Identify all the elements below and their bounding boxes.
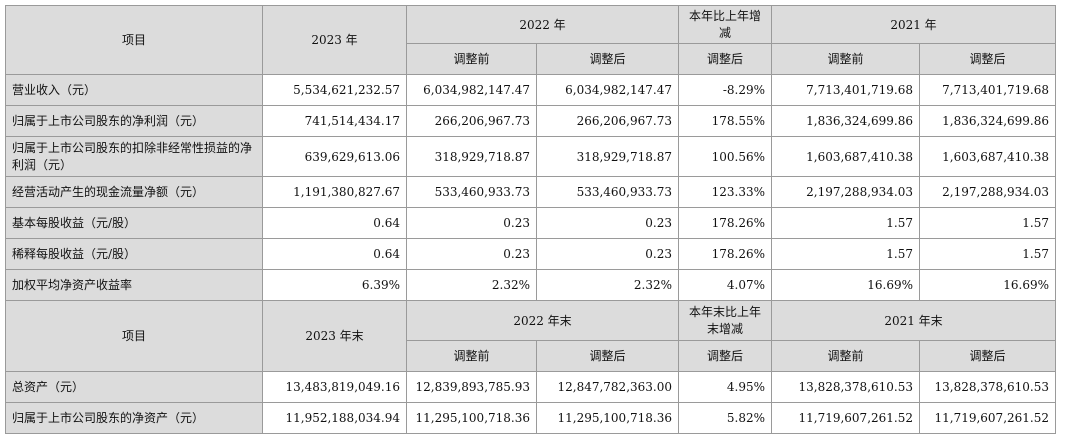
row-label: 稀释每股收益（元/股） <box>5 238 263 270</box>
cell-change: 100.56% <box>678 136 772 177</box>
table-row: 基本每股收益（元/股） 0.64 0.23 0.23 178.26% 1.57 … <box>5 207 1056 239</box>
header-2023-end: 2023 年末 <box>262 300 407 372</box>
cell-2022-before: 533,460,933.73 <box>406 176 537 208</box>
table-row: 稀释每股收益（元/股） 0.64 0.23 0.23 178.26% 1.57 … <box>5 238 1056 270</box>
cell-2021-after: 11,719,607,261.52 <box>919 402 1056 434</box>
cell-2023: 5,534,621,232.57 <box>262 74 407 106</box>
header-2022-end: 2022 年末 <box>406 300 679 341</box>
row-label: 基本每股收益（元/股） <box>5 207 263 239</box>
cell-change: 178.55% <box>678 105 772 137</box>
cell-2023: 13,483,819,049.16 <box>262 371 407 403</box>
cell-2021-after: 7,713,401,719.68 <box>919 74 1056 106</box>
header-2021-after: 调整后 <box>919 43 1056 75</box>
header-2022-before: 调整前 <box>406 43 537 75</box>
cell-change: 5.82% <box>678 402 772 434</box>
table-row: 经营活动产生的现金流量净额（元） 1,191,380,827.67 533,46… <box>5 176 1056 208</box>
cell-change: -8.29% <box>678 74 772 106</box>
row-label: 归属于上市公司股东的扣除非经常性损益的净利润（元） <box>5 136 263 177</box>
cell-2022-before: 12,839,893,785.93 <box>406 371 537 403</box>
cell-2022-before: 318,929,718.87 <box>406 136 537 177</box>
cell-2022-before: 0.23 <box>406 238 537 270</box>
row-label: 加权平均净资产收益率 <box>5 269 263 301</box>
header-row-2a: 项目 2023 年末 2022 年末 本年末比上年末增减 2021 年末 <box>5 300 1056 372</box>
cell-2021-before: 1,836,324,699.86 <box>771 105 920 137</box>
cell-2022-after: 533,460,933.73 <box>536 176 679 208</box>
header-change: 本年比上年增减 <box>678 5 772 44</box>
row-label: 营业收入（元） <box>5 74 263 106</box>
cell-2023: 0.64 <box>262 207 407 239</box>
cell-2022-before: 11,295,100,718.36 <box>406 402 537 434</box>
header-2021: 2021 年 <box>771 5 1056 44</box>
header-row-2b: 调整前 调整后 调整后 调整前 调整后 <box>6 340 1056 372</box>
cell-2023: 0.64 <box>262 238 407 270</box>
cell-2022-after: 0.23 <box>536 207 679 239</box>
cell-change: 178.26% <box>678 207 772 239</box>
cell-2022-after: 0.23 <box>536 238 679 270</box>
row-label: 归属于上市公司股东的净利润（元） <box>5 105 263 137</box>
table-row: 归属于上市公司股东的扣除非经常性损益的净利润（元） 639,629,613.06… <box>5 136 1056 177</box>
cell-2022-before: 266,206,967.73 <box>406 105 537 137</box>
cell-2021-after: 2,197,288,934.03 <box>919 176 1056 208</box>
row-label: 总资产（元） <box>5 371 263 403</box>
cell-2023: 11,952,188,034.94 <box>262 402 407 434</box>
cell-2022-after: 6,034,982,147.47 <box>536 74 679 106</box>
cell-change: 4.95% <box>678 371 772 403</box>
header-2021-after: 调整后 <box>919 340 1056 372</box>
header-item: 项目 <box>5 300 263 372</box>
table-row: 归属于上市公司股东的净利润（元） 741,514,434.17 266,206,… <box>5 105 1056 137</box>
financial-data-table: 项目 2023 年 2022 年 本年比上年增减 2021 年 调整前 调整后 … <box>5 5 1056 434</box>
cell-change: 178.26% <box>678 238 772 270</box>
header-2021-before: 调整前 <box>771 340 920 372</box>
cell-change: 123.33% <box>678 176 772 208</box>
cell-2022-after: 318,929,718.87 <box>536 136 679 177</box>
cell-2022-after: 11,295,100,718.36 <box>536 402 679 434</box>
table-row: 加权平均净资产收益率 6.39% 2.32% 2.32% 4.07% 16.69… <box>5 269 1056 301</box>
header-row-1a: 项目 2023 年 2022 年 本年比上年增减 2021 年 <box>5 5 1056 75</box>
cell-2023: 6.39% <box>262 269 407 301</box>
cell-2022-after: 266,206,967.73 <box>536 105 679 137</box>
table-row: 营业收入（元） 5,534,621,232.57 6,034,982,147.4… <box>5 74 1056 106</box>
header-2023: 2023 年 <box>262 5 407 75</box>
cell-2021-before: 13,828,378,610.53 <box>771 371 920 403</box>
header-change-after: 调整后 <box>678 43 772 75</box>
cell-2021-before: 11,719,607,261.52 <box>771 402 920 434</box>
header-2022: 2022 年 <box>406 5 679 44</box>
cell-2023: 1,191,380,827.67 <box>262 176 407 208</box>
cell-2021-before: 1.57 <box>771 207 920 239</box>
cell-2022-after: 2.32% <box>536 269 679 301</box>
cell-2021-before: 16.69% <box>771 269 920 301</box>
cell-2022-before: 2.32% <box>406 269 537 301</box>
cell-change: 4.07% <box>678 269 772 301</box>
cell-2022-before: 0.23 <box>406 207 537 239</box>
table-row: 归属于上市公司股东的净资产（元） 11,952,188,034.94 11,29… <box>5 402 1056 434</box>
cell-2021-before: 1.57 <box>771 238 920 270</box>
cell-2021-after: 16.69% <box>919 269 1056 301</box>
header-2021-end: 2021 年末 <box>771 300 1056 341</box>
cell-2021-before: 1,603,687,410.38 <box>771 136 920 177</box>
row-label: 经营活动产生的现金流量净额（元） <box>5 176 263 208</box>
cell-2021-before: 2,197,288,934.03 <box>771 176 920 208</box>
header-2021-before: 调整前 <box>771 43 920 75</box>
cell-2021-after: 13,828,378,610.53 <box>919 371 1056 403</box>
cell-2021-after: 1,603,687,410.38 <box>919 136 1056 177</box>
cell-2021-before: 7,713,401,719.68 <box>771 74 920 106</box>
cell-2021-after: 1.57 <box>919 238 1056 270</box>
table-row: 总资产（元） 13,483,819,049.16 12,839,893,785.… <box>5 371 1056 403</box>
header-item: 项目 <box>5 5 263 75</box>
row-label: 归属于上市公司股东的净资产（元） <box>5 402 263 434</box>
cell-2021-after: 1,836,324,699.86 <box>919 105 1056 137</box>
header-change-end: 本年末比上年末增减 <box>678 300 772 341</box>
header-2022-after: 调整后 <box>536 340 679 372</box>
cell-2021-after: 1.57 <box>919 207 1056 239</box>
cell-2022-before: 6,034,982,147.47 <box>406 74 537 106</box>
header-2022-after: 调整后 <box>536 43 679 75</box>
header-change-after: 调整后 <box>678 340 772 372</box>
cell-2023: 741,514,434.17 <box>262 105 407 137</box>
cell-2023: 639,629,613.06 <box>262 136 407 177</box>
cell-2022-after: 12,847,782,363.00 <box>536 371 679 403</box>
header-2022-before: 调整前 <box>406 340 537 372</box>
header-row-1b: 调整前 调整后 调整后 调整前 调整后 <box>6 43 1056 75</box>
